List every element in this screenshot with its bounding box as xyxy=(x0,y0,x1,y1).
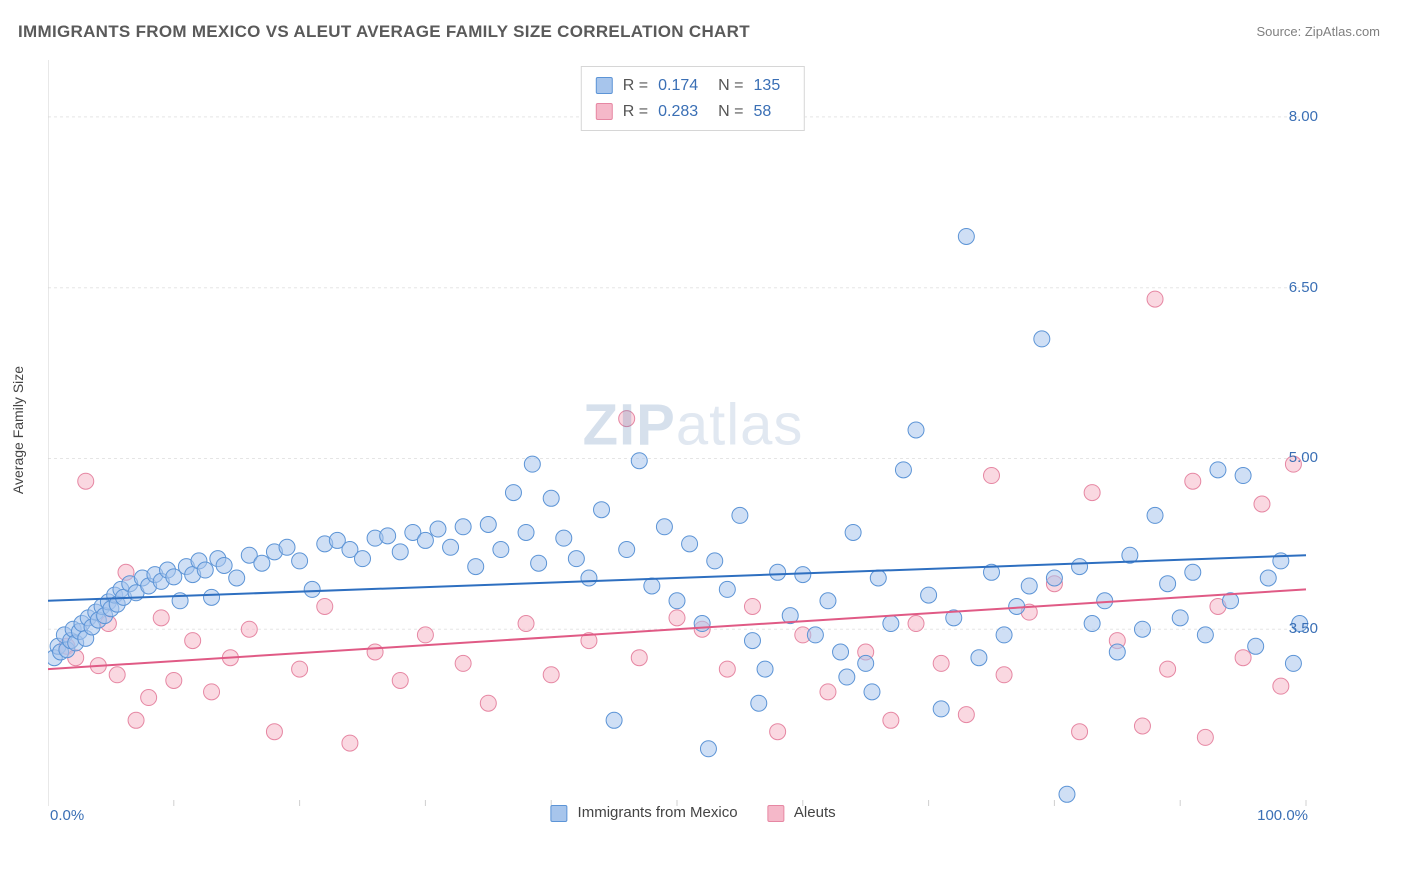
source-label: Source: ZipAtlas.com xyxy=(1256,24,1380,39)
ytick-label: 6.50 xyxy=(1289,279,1318,296)
ytick-label: 5.00 xyxy=(1289,449,1318,466)
stats-r-value-1: 0.174 xyxy=(658,73,698,99)
stats-row-series2: R = 0.283 N = 58 xyxy=(596,99,790,125)
legend-swatch-1 xyxy=(550,805,567,822)
stats-r-label-1: R = xyxy=(623,73,648,99)
stats-swatch-2 xyxy=(596,103,613,120)
xtick-right: 100.0% xyxy=(1257,807,1308,824)
ytick-label: 8.00 xyxy=(1289,108,1318,125)
legend-swatch-2 xyxy=(768,805,785,822)
stats-r-label-2: R = xyxy=(623,99,648,125)
ytick-label: 3.50 xyxy=(1289,620,1318,637)
y-axis-label: Average Family Size xyxy=(10,366,26,494)
legend-item-1: Immigrants from Mexico xyxy=(550,804,737,822)
bottom-legend: Immigrants from Mexico Aleuts xyxy=(550,804,835,822)
legend-label-2: Aleuts xyxy=(794,804,836,821)
stats-legend-box: R = 0.174 N = 135 R = 0.283 N = 58 xyxy=(581,66,805,131)
chart-area: ZIPatlas R = 0.174 N = 135 R = 0.283 N =… xyxy=(48,60,1338,820)
stats-n-label-1: N = xyxy=(718,73,743,99)
legend-label-1: Immigrants from Mexico xyxy=(578,804,738,821)
chart-title: IMMIGRANTS FROM MEXICO VS ALEUT AVERAGE … xyxy=(18,22,750,42)
stats-n-value-2: 58 xyxy=(754,99,772,125)
scatter-chart xyxy=(48,60,1338,820)
xtick-left: 0.0% xyxy=(50,807,84,824)
stats-n-label-2: N = xyxy=(718,99,743,125)
stats-row-series1: R = 0.174 N = 135 xyxy=(596,73,790,99)
stats-n-value-1: 135 xyxy=(754,73,781,99)
legend-item-2: Aleuts xyxy=(768,804,836,822)
stats-r-value-2: 0.283 xyxy=(658,99,698,125)
stats-swatch-1 xyxy=(596,77,613,94)
